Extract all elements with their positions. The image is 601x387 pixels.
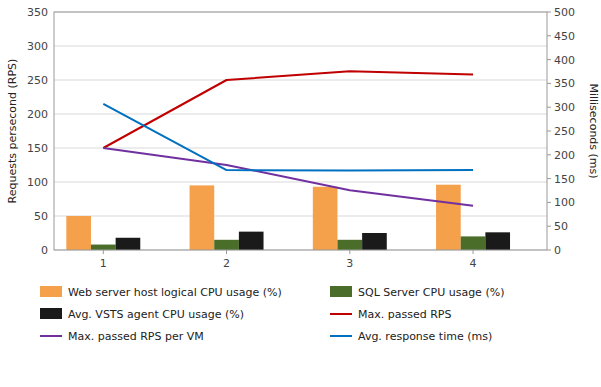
legend-label: Avg. response time (ms)	[358, 330, 492, 343]
x-tick-label: 3	[346, 257, 353, 270]
line	[103, 148, 473, 206]
plot-frame	[54, 12, 547, 250]
y2-tick-label: 0	[554, 244, 561, 257]
y2-tick	[547, 131, 551, 132]
bar	[214, 240, 239, 250]
y2-tick	[547, 154, 551, 155]
legend-swatch	[330, 313, 352, 315]
legend: Web server host logical CPU usage (%) SQL…	[40, 286, 504, 343]
y-axis-label: Requests persecond (RPS)	[6, 59, 19, 204]
y2-tick-label: 100	[554, 196, 575, 209]
y2-tick-label: 200	[554, 149, 575, 162]
y2-tick-label: 400	[554, 54, 575, 67]
bar	[461, 236, 486, 250]
legend-label: Web server host logical CPU usage (%)	[68, 286, 282, 299]
y2-axis-label: Milliseconds (ms)	[587, 83, 600, 178]
grid-line	[54, 114, 547, 115]
bar	[91, 245, 116, 250]
x-tick-label: 2	[223, 257, 230, 270]
y2-tick	[547, 12, 551, 13]
x-tick-label: 1	[100, 257, 107, 270]
bar	[485, 232, 510, 250]
y2-tick	[547, 59, 551, 60]
grid	[54, 12, 547, 250]
y2-tick-label: 350	[554, 77, 575, 90]
y2-tick	[547, 202, 551, 203]
grid-line	[54, 80, 547, 81]
bar	[116, 238, 141, 250]
bar	[313, 187, 338, 250]
y2-tick-label: 50	[554, 220, 568, 233]
legend-swatch	[40, 308, 62, 319]
y2-tick-label: 250	[554, 125, 575, 138]
bar	[337, 240, 362, 250]
y-tick-label: 350	[27, 6, 48, 19]
bar	[190, 185, 215, 250]
line	[103, 71, 473, 148]
legend-swatch	[330, 335, 352, 337]
x-tick	[103, 250, 104, 254]
grid-line	[54, 46, 547, 47]
x-tick-label: 4	[470, 257, 477, 270]
y2-tick	[547, 83, 551, 84]
y-tick-label: 0	[41, 244, 48, 257]
y2-tick	[547, 250, 551, 251]
y2-tick-label: 500	[554, 6, 575, 19]
y2-tick-label: 450	[554, 30, 575, 43]
y2-tick-label: 300	[554, 101, 575, 114]
grid-line	[54, 148, 547, 149]
y2-tick	[547, 226, 551, 227]
y2-tick	[547, 35, 551, 36]
grid-line	[54, 182, 547, 183]
y-tick-label: 50	[34, 210, 48, 223]
legend-label: Avg. VSTS agent CPU usage (%)	[68, 308, 244, 321]
plot-marks	[66, 71, 510, 250]
legend-label: Max. passed RPS per VM	[68, 330, 204, 343]
x-tick	[226, 250, 227, 254]
bar	[362, 233, 387, 250]
bar	[436, 185, 461, 250]
y2-tick	[547, 178, 551, 179]
bar	[66, 216, 91, 250]
y-tick-label: 300	[27, 40, 48, 53]
legend-swatch	[40, 335, 62, 337]
legend-swatch	[330, 286, 352, 297]
legend-label: SQL Server CPU usage (%)	[358, 286, 504, 299]
y-tick-label: 100	[27, 176, 48, 189]
line	[103, 104, 473, 171]
y-tick-label: 200	[27, 108, 48, 121]
y2-tick-label: 150	[554, 173, 575, 186]
x-tick	[349, 250, 350, 254]
legend-label: Max. passed RPS	[358, 308, 451, 321]
y-tick-label: 150	[27, 142, 48, 155]
y-tick-label: 250	[27, 74, 48, 87]
legend-swatch	[40, 286, 62, 297]
y2-tick	[547, 107, 551, 108]
bar	[239, 232, 264, 250]
grid-line	[54, 216, 547, 217]
x-tick	[473, 250, 474, 254]
